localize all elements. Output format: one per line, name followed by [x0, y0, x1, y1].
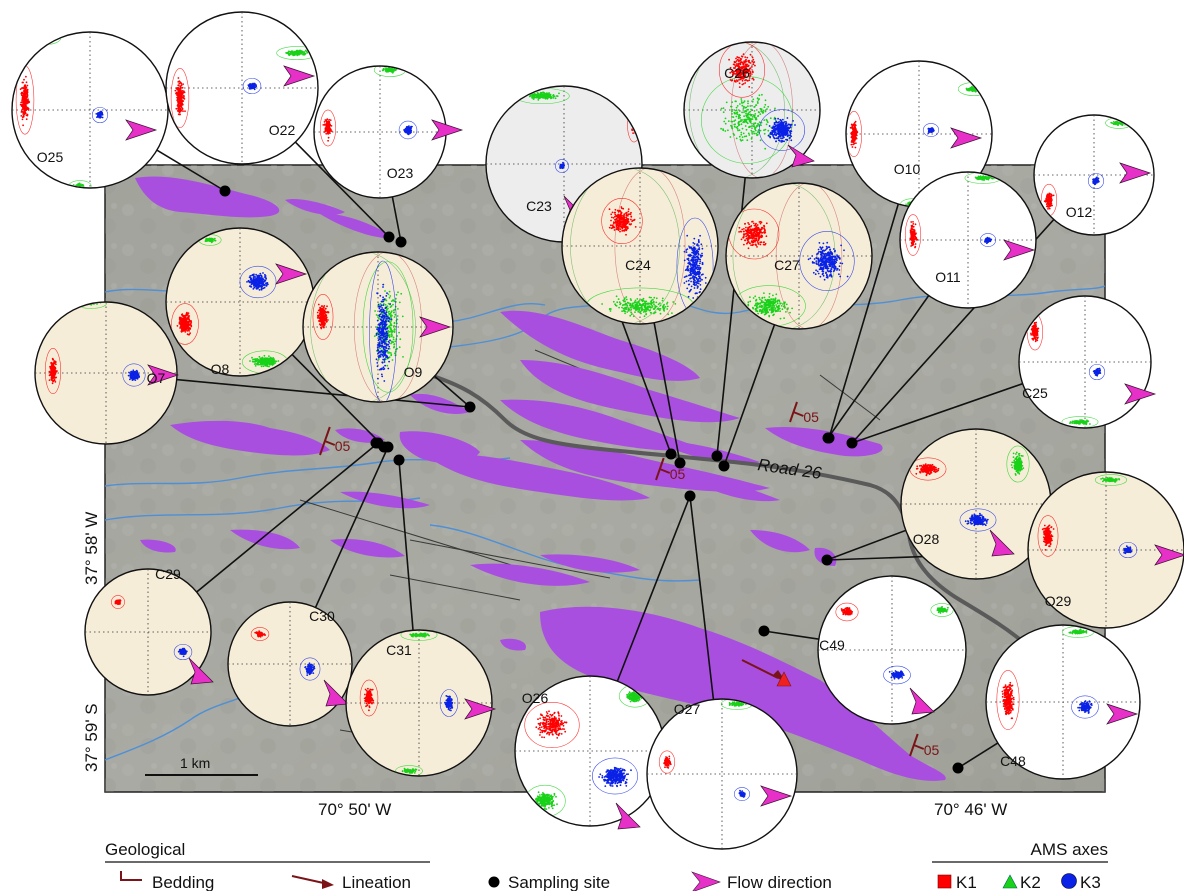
site-label: O12 [1066, 204, 1093, 220]
sampling-site-dot [675, 458, 686, 469]
legend-flow-direction-icon [692, 872, 720, 891]
sampling-site-dot [759, 626, 770, 637]
site-label: C29 [155, 566, 181, 582]
stereonet-o11: O11 [900, 172, 1036, 308]
stereonet-o29: O29 [1028, 472, 1184, 628]
stereonet-o8: O8 [166, 228, 314, 377]
scale-label: 1 km [180, 755, 210, 771]
latitude-label-upper: 37° 58' W [82, 512, 101, 585]
sampling-site-dot [719, 461, 730, 472]
sampling-site-dot [396, 237, 407, 248]
sampling-site-dot [847, 438, 858, 449]
bedding-dip-label: 05 [803, 409, 819, 425]
k1-cluster [115, 599, 122, 605]
legend-k3-icon [1062, 874, 1077, 889]
legend-k3-label: K3 [1080, 873, 1101, 891]
legend-lineation-label: Lineation [342, 873, 411, 891]
sampling-site-dot [823, 433, 834, 444]
site-label: C31 [386, 642, 412, 658]
legend-bedding-label: Bedding [152, 873, 214, 891]
site-label: O29 [1045, 593, 1072, 609]
legend-k2-label: K2 [1020, 873, 1041, 891]
site-label: O10 [894, 161, 921, 177]
stereonet-circle [1019, 296, 1151, 428]
legend-sampling-site-label: Sampling site [508, 873, 610, 891]
legend-flow-direction-label: Flow direction [727, 873, 832, 891]
stereonet-c24: C24 [562, 168, 718, 324]
stereonet-o22: O22 [166, 12, 318, 164]
legend-bedding-icon [120, 871, 142, 880]
legend-k2-icon [1003, 875, 1017, 888]
bedding-dip-label: 05 [670, 466, 686, 482]
stereonet-o26: O26 [515, 676, 665, 829]
sampling-site-dot [712, 451, 723, 462]
legend-k1-icon [938, 875, 951, 888]
legend-sampling-site-icon [489, 877, 500, 888]
stereonet-circle [166, 228, 314, 376]
legend-k1-label: K1 [956, 873, 977, 891]
site-label: O27 [674, 701, 701, 717]
site-label: O11 [935, 269, 961, 285]
site-label: C49 [819, 637, 845, 653]
k2-cluster [34, 35, 54, 42]
bedding-dip-label: 05 [924, 742, 940, 758]
longitude-label-west: 70° 50' W [318, 800, 391, 819]
legend-lineation-icon [292, 876, 334, 889]
site-label: O25 [37, 149, 64, 165]
sampling-site-dot [394, 455, 405, 466]
site-label: O9 [404, 364, 423, 380]
stereonet-c49: C49 [818, 576, 966, 724]
site-label: C25 [1022, 385, 1048, 401]
latitude-label-lower: 37° 59' S [82, 703, 101, 772]
sampling-site-dot [822, 555, 833, 566]
sampling-site-dot [220, 186, 231, 197]
sampling-site-dot [953, 763, 964, 774]
site-label: C24 [625, 257, 651, 273]
longitude-label-east: 70° 46' W [934, 800, 1007, 819]
sampling-site-dot [384, 232, 395, 243]
site-label: C23 [526, 198, 552, 214]
k2-cluster-confidence-ellipse [84, 673, 102, 686]
sampling-site-dot [383, 442, 394, 453]
site-label: O28 [913, 531, 940, 547]
k2-cluster-confidence-ellipse [29, 31, 61, 44]
bedding-dip-label: 05 [335, 438, 351, 454]
legend: Geological Bedding Lineation Sampling si… [105, 840, 1108, 891]
site-label: C48 [1000, 753, 1026, 769]
stereonet-c25: C25 [1019, 296, 1155, 428]
stereonet-o12: O12 [1034, 115, 1154, 235]
stereonet-c27: C27 [726, 183, 872, 329]
sampling-site-dot [465, 402, 476, 413]
site-label: O26 [522, 690, 549, 706]
site-label: C26 [724, 65, 750, 81]
site-label: C27 [774, 257, 800, 273]
stereonet-c48: C48 [986, 625, 1140, 779]
sampling-site-dot [685, 491, 696, 502]
stereonet-o9: O9 [303, 252, 453, 403]
stereonet-o27: O27 [647, 699, 797, 849]
site-label: O8 [211, 361, 230, 377]
k2-cluster [285, 50, 308, 57]
site-label: O23 [387, 165, 414, 181]
site-label: O7 [147, 370, 166, 386]
legend-geological-title: Geological [105, 840, 185, 859]
site-label: C30 [309, 608, 335, 624]
legend-ams-title: AMS axes [1031, 840, 1108, 859]
stereonet-c26: C26 [684, 42, 820, 178]
k2-cluster [88, 676, 98, 683]
stereonet-circle [314, 66, 446, 198]
site-label: O22 [269, 122, 296, 138]
sampling-site-dot [666, 449, 677, 460]
sampling-site-dot [371, 438, 382, 449]
